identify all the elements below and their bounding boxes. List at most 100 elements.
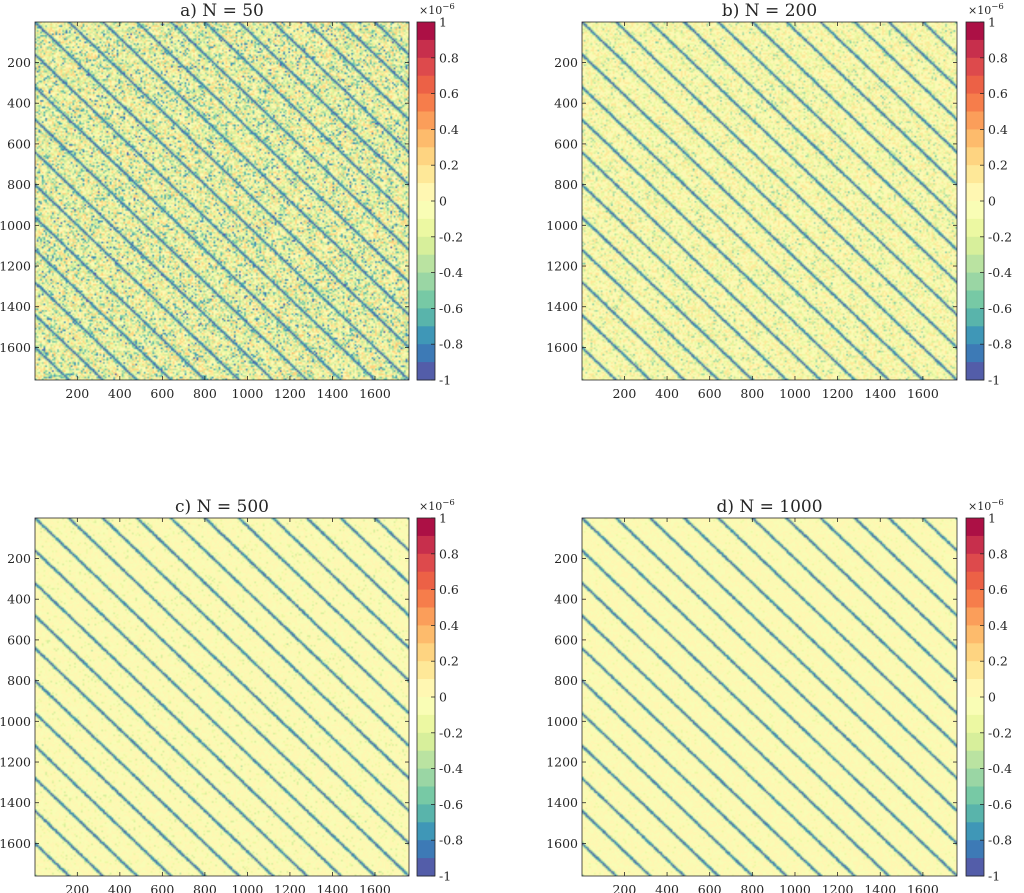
y-tick-label: 200 [554,551,578,566]
y-tick-label: 600 [554,632,578,647]
colorbar-segment [966,535,984,555]
colorbar-segment [966,39,984,59]
x-tick-label: 600 [150,386,174,401]
colorbar-tick-label: -0.8 [988,833,1012,848]
colorbar-tick-label: -0.2 [988,229,1012,244]
axes-frame [34,517,410,877]
colorbar-tick-label: 0.4 [439,122,459,137]
colorbar-tick-label: -0.8 [439,833,463,848]
y-tick-label: 1000 [546,714,578,729]
colorbar-segment [966,22,984,41]
colorbar: 1 0.8 0.6 0.4 0.2 0 -0.2 -0.4 -0.6 -0.8 -1 ×10−6 [965,498,1012,884]
colorbar-segment [417,643,435,662]
colorbar-segment [417,518,435,537]
colorbar-tick-label: 0.8 [988,546,1008,561]
y-tick-label: 800 [7,673,31,688]
colorbar-segment [417,254,435,274]
y-tick-label: 1400 [546,299,578,314]
colorbar-segment [417,768,435,787]
colorbar-tick-label: 0.2 [988,158,1008,173]
colorbar-segment [417,272,435,291]
colorbar-tick-label: -0.8 [439,337,463,352]
colorbar-segment [966,218,984,238]
colorbar-segment [417,129,435,148]
colorbar-segment [966,75,984,95]
colorbar-segment [966,822,984,841]
colorbar-segment [417,732,435,752]
axes-frame [581,21,958,381]
colorbar-segment [966,768,984,787]
colorbar-tick-label: -0.4 [439,761,463,776]
colorbar-tick-label: 0.8 [439,50,459,65]
colorbar-exponent: ×10−6 [419,2,455,17]
colorbar-segment [417,57,435,77]
colorbar-segment [417,786,435,805]
colorbar-tick-label: -0.4 [988,761,1012,776]
y-tick-label: 1400 [546,795,578,810]
colorbar-segment [417,535,435,555]
colorbar-tick-label: 0.8 [439,546,459,561]
colorbar-segment [966,111,984,130]
colorbar-segment [417,344,435,363]
colorbar-tick-label: 1 [988,15,996,30]
colorbar-tick-label: -0.6 [988,301,1012,316]
colorbar-segment [966,840,984,859]
colorbar-tick-label: -0.4 [988,265,1012,280]
colorbar-segment [417,75,435,95]
y-tick-label: 1600 [546,340,578,355]
colorbar-tick-label: -0.2 [439,725,463,740]
x-tick-label: 800 [193,882,217,893]
colorbar-segment [966,236,984,256]
x-tick-label: 400 [108,882,132,893]
colorbar-tick-label: -0.2 [439,229,463,244]
x-tick-label: 1000 [232,882,264,893]
colorbar-segment [417,290,435,309]
colorbar-segment [966,57,984,77]
colorbar-segment [966,643,984,662]
colorbar-segment [966,290,984,309]
colorbar-segment [966,518,984,537]
colorbar-segment [417,697,435,716]
colorbar-tick-label: -0.4 [439,265,463,280]
colorbar-segment [966,344,984,363]
colorbar-tick-label: 1 [439,15,447,30]
colorbar-exponent-power: −6 [442,498,455,508]
panel-title: d) N = 1000 [716,497,822,517]
colorbar: 1 0.8 0.6 0.4 0.2 0 -0.2 -0.4 -0.6 -0.8 -1 ×10−6 [416,2,463,388]
y-tick-label: 400 [7,592,31,607]
y-tick-label: 600 [7,136,31,151]
y-tick-label: 200 [7,55,31,70]
x-tick-label: 1200 [274,882,306,893]
colorbar-segment [417,236,435,256]
y-tick-label: 1000 [0,714,31,729]
axes-frame [581,517,958,877]
colorbar-exponent-power: −6 [442,2,455,12]
heatmap-panel-c: 200 400 600 800 1000 1200 1400 1600 200 400 600 800… [0,497,463,893]
heatmap-panel-a: 200 400 600 800 1000 1200 1400 1600 200 400 600 800… [0,1,463,401]
heatmap-image [582,518,957,876]
colorbar-segment [966,201,984,220]
x-tick-label: 1200 [822,882,854,893]
colorbar-segment [966,362,984,381]
colorbar-segment [417,165,435,184]
colorbar-exponent-base: ×10 [968,4,991,17]
colorbar-tick-label: 0 [988,690,996,705]
x-tick-label: 800 [740,882,764,893]
colorbar-segment [417,201,435,220]
y-tick-label: 1200 [546,755,578,770]
colorbar-segment [966,607,984,626]
y-tick-label: 1600 [546,836,578,851]
heatmap-image [582,22,957,380]
colorbar-segment [417,308,435,327]
colorbar-tick-label: 1 [988,511,996,526]
colorbar-exponent: ×10−6 [419,498,455,513]
y-tick-label: 200 [7,551,31,566]
colorbar-segment [966,625,984,644]
colorbar-exponent-base: ×10 [419,500,442,513]
colorbar-tick-label: 0.2 [439,654,459,669]
x-tick-label: 1400 [317,386,349,401]
colorbar-segment [417,714,435,734]
x-tick-label: 200 [612,386,636,401]
colorbar-segment [966,571,984,591]
